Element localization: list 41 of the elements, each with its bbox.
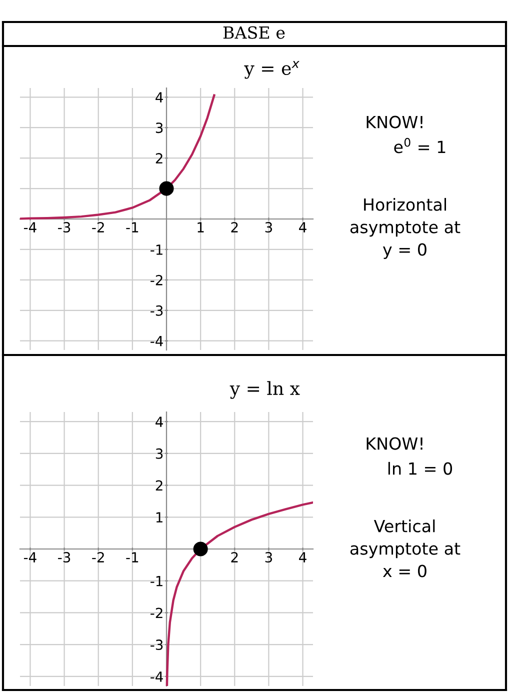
x-tick-label: -4 [24,552,36,562]
text: ln 1 = 0 [388,462,452,475]
x-tick-label: 2 [231,222,238,232]
line-series [166,501,313,686]
x-tick-label: 4 [299,222,306,232]
text: Vertical asymptote at x = 0 [350,519,460,578]
y-tick-label: 3 [156,122,163,134]
chart-subtitle: y = e$^{x}$ [244,60,300,79]
y-tick-label: -2 [150,608,162,618]
x-tick-label: 3 [265,552,272,563]
x-tick-label: 2 [231,552,238,562]
x-tick-label: -2 [92,222,104,232]
text: Horizontal asymptote at y = 0 [350,198,460,260]
y-tick-label: 2 [156,480,162,491]
x-tick-label: 4 [299,552,306,562]
x-tick-label: -2 [92,552,104,562]
x-tick-label: -4 [24,222,36,232]
chart-title: BASE e [223,26,285,39]
y-tick-label: 2 [156,153,162,164]
y-tick-label: -1 [150,576,162,586]
y-tick-label: 4 [156,92,163,102]
y-tick-label: -3 [150,305,163,316]
text: KNOW! [366,116,422,128]
text: e$^{0}$ = 1 [394,138,446,154]
chart-title: y = ln x [230,381,300,399]
x-tick-label: -1 [126,552,138,562]
line-series [20,94,216,220]
y-tick-label: -1 [150,244,162,255]
y-tick-label: -3 [150,640,163,650]
y-tick-label: 3 [156,448,163,459]
x-tick-label: -3 [58,552,70,563]
y-tick-label: 4 [156,416,163,427]
y-tick-label: -2 [150,274,162,286]
x-tick-label: 3 [265,222,272,233]
y-tick-label: 1 [156,512,162,522]
text: KNOW! [366,437,422,450]
x-tick-label: -1 [126,222,138,232]
y-tick-label: -4 [150,672,163,682]
x-tick-label: -3 [58,222,70,233]
y-tick-label: -4 [150,336,163,346]
x-tick-label: 1 [198,222,204,232]
